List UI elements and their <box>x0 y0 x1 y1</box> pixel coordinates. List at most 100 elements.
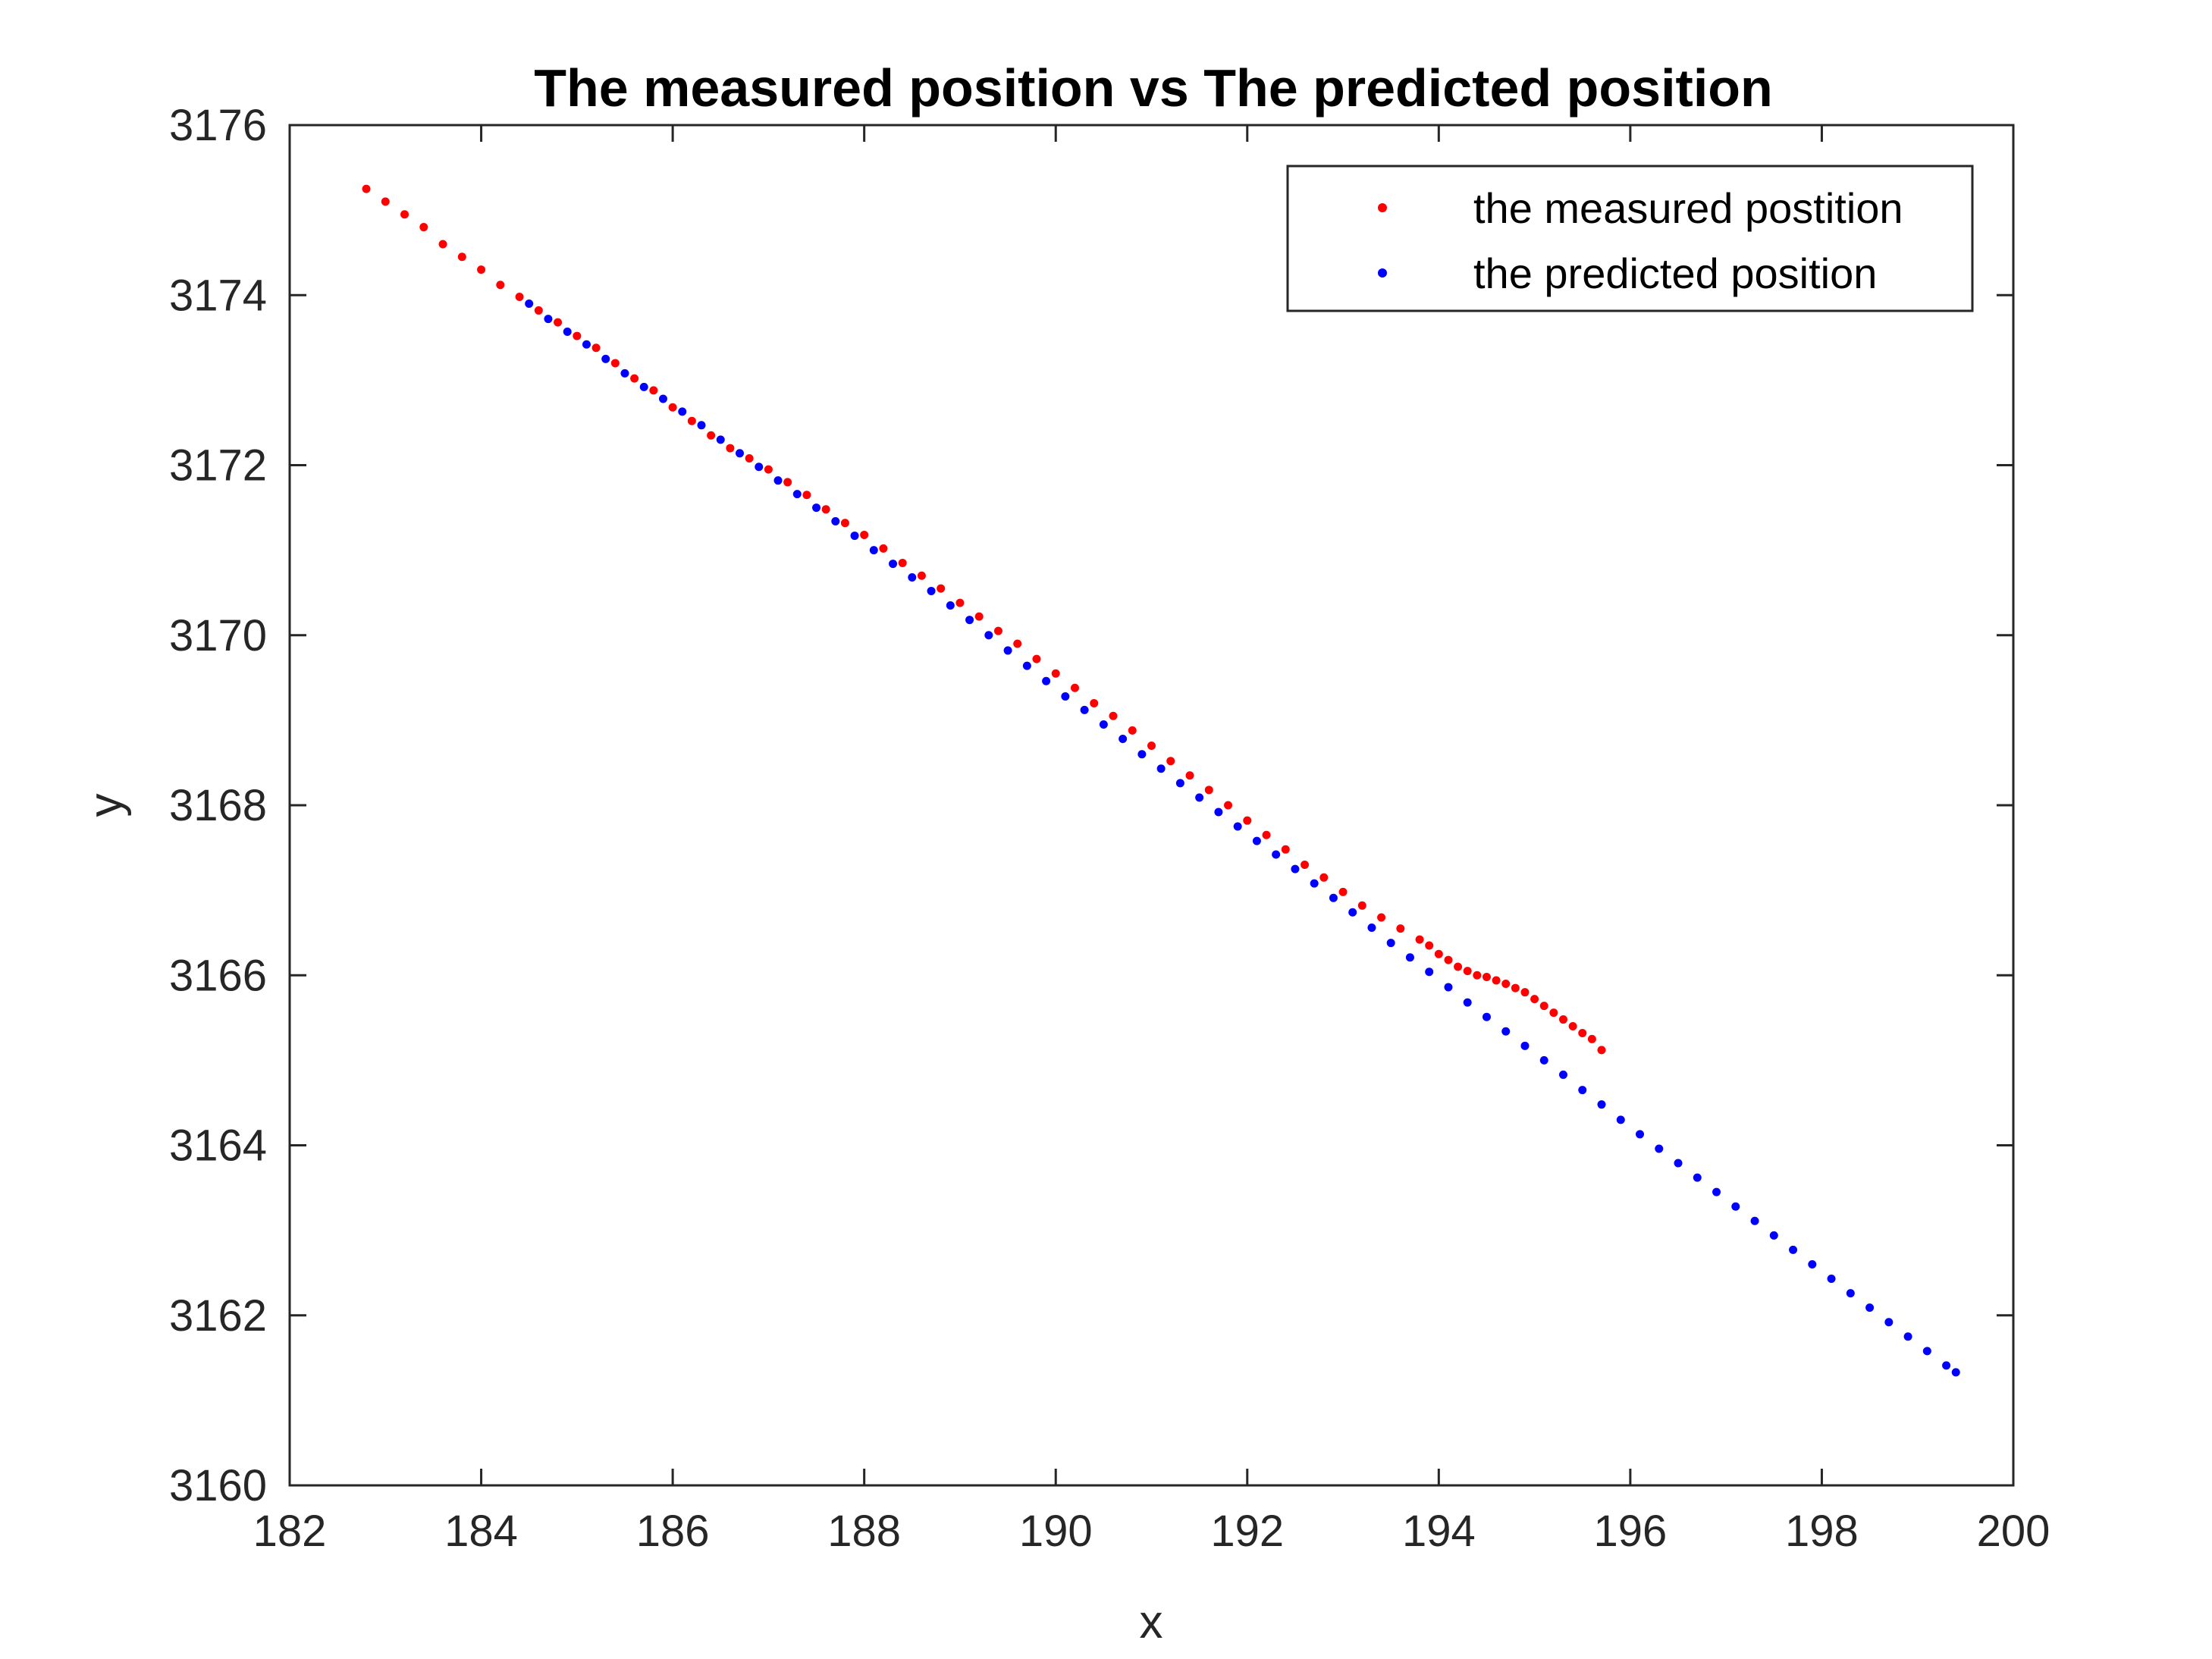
data-point <box>1501 1027 1511 1036</box>
data-point <box>1693 1173 1702 1182</box>
data-point <box>745 454 754 463</box>
data-point <box>783 478 792 487</box>
data-point <box>1539 1055 1548 1065</box>
data-point <box>1233 822 1242 831</box>
data-point <box>1185 771 1194 780</box>
y-tick-label: 3164 <box>169 1121 267 1171</box>
data-point <box>620 368 629 378</box>
data-point <box>563 327 572 336</box>
data-point <box>658 394 667 403</box>
data-point <box>1482 972 1491 981</box>
data-point <box>946 601 955 610</box>
data-point <box>821 505 830 514</box>
data-point <box>1434 949 1443 958</box>
data-point <box>1119 735 1128 744</box>
data-point <box>860 530 869 539</box>
data-point <box>1942 1361 1951 1370</box>
data-point <box>1587 1034 1596 1043</box>
legend-marker-predicted <box>1378 268 1387 278</box>
data-point <box>1032 654 1041 663</box>
data-point <box>1539 1002 1548 1011</box>
data-point <box>687 416 696 425</box>
x-tick-label: 188 <box>827 1507 901 1556</box>
data-point <box>544 315 553 324</box>
data-point <box>1377 913 1386 922</box>
data-point <box>534 306 543 315</box>
data-point <box>496 281 505 290</box>
data-point <box>736 449 745 458</box>
x-axis-label: x <box>1140 1596 1163 1648</box>
data-point <box>955 598 965 607</box>
series-measured <box>362 184 1606 1055</box>
data-point <box>1175 779 1184 788</box>
y-tick-label: 3176 <box>169 101 267 150</box>
data-point <box>582 340 591 349</box>
legend-label-predicted: the predicted position <box>1473 249 1877 297</box>
y-tick-label: 3162 <box>169 1291 267 1341</box>
data-point <box>1128 726 1137 735</box>
data-point <box>1147 742 1156 751</box>
data-point <box>1578 1028 1587 1037</box>
data-point <box>1865 1303 1875 1312</box>
x-tick-label: 200 <box>1977 1507 2050 1556</box>
data-point <box>649 386 658 395</box>
data-point <box>1520 988 1530 997</box>
data-point <box>1789 1245 1798 1254</box>
data-point <box>1712 1187 1721 1196</box>
data-point <box>1463 967 1472 976</box>
data-point <box>1808 1259 1817 1269</box>
y-tick-label: 3174 <box>169 271 267 320</box>
data-point <box>457 252 466 262</box>
data-point <box>755 463 764 472</box>
data-point <box>1396 924 1405 933</box>
data-point <box>802 491 811 500</box>
data-point <box>1061 692 1070 701</box>
data-point <box>937 584 946 593</box>
y-tick-label: 3160 <box>169 1461 267 1510</box>
data-point <box>1750 1216 1759 1225</box>
data-point <box>1262 830 1271 839</box>
data-point <box>764 465 773 474</box>
data-point <box>773 476 783 485</box>
data-point <box>400 210 409 219</box>
data-point <box>1827 1275 1836 1284</box>
data-point <box>1013 639 1022 648</box>
data-point <box>1769 1231 1778 1240</box>
plot-area <box>290 125 2013 1485</box>
data-point <box>1224 801 1233 810</box>
data-point <box>1425 967 1434 977</box>
data-point <box>889 560 898 569</box>
x-tick-label: 184 <box>444 1507 518 1556</box>
data-point <box>1501 979 1511 988</box>
data-point <box>1310 879 1319 888</box>
data-point <box>1195 793 1204 802</box>
data-point <box>1597 1046 1606 1055</box>
data-point <box>908 573 917 582</box>
data-point <box>438 240 447 249</box>
x-tick-label: 194 <box>1402 1507 1476 1556</box>
data-point <box>1951 1368 1960 1377</box>
data-point <box>1846 1289 1855 1298</box>
data-points <box>362 184 1960 1377</box>
data-point <box>362 184 371 193</box>
data-point <box>927 586 936 595</box>
data-point <box>1070 683 1079 692</box>
data-point <box>1492 976 1501 985</box>
data-point <box>917 571 926 580</box>
data-point <box>716 435 725 444</box>
data-point <box>697 421 706 430</box>
data-point <box>1530 995 1539 1004</box>
data-point <box>1454 962 1463 971</box>
data-point <box>850 532 859 541</box>
data-point <box>1156 764 1166 773</box>
data-point <box>1884 1318 1894 1327</box>
data-point <box>792 490 802 499</box>
data-point <box>965 616 974 625</box>
data-point <box>1482 1012 1491 1021</box>
data-point <box>1367 923 1376 932</box>
data-point <box>1214 808 1223 817</box>
data-point <box>1473 971 1482 980</box>
y-tick-label: 3168 <box>169 781 267 830</box>
data-point <box>1080 705 1089 714</box>
